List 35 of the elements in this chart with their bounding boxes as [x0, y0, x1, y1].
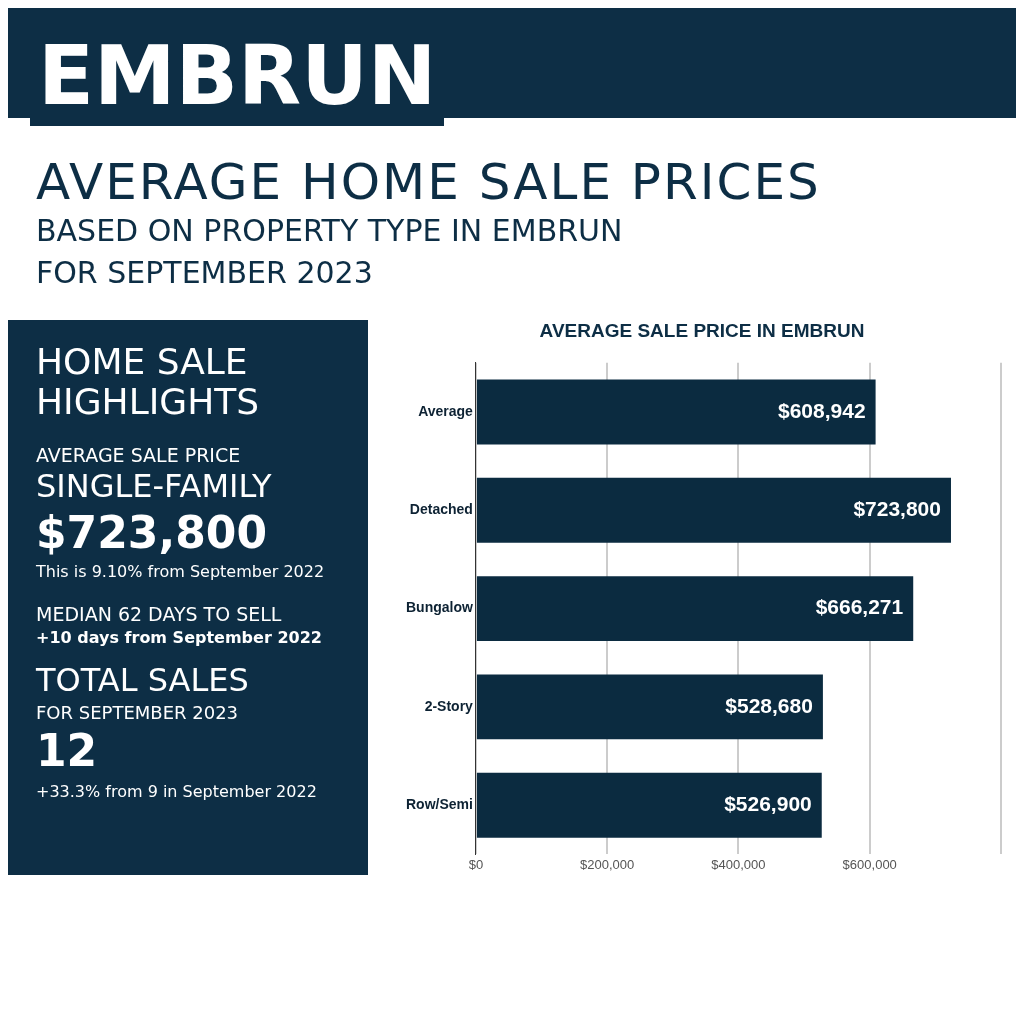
text: TOTAL SALES — [36, 661, 250, 700]
x-tick-label: $400,000 — [711, 856, 766, 872]
data-label: $528,680 — [725, 693, 813, 717]
bar — [476, 674, 823, 740]
x-tick-label: $600,000 — [842, 856, 897, 872]
y-tick-label: Average — [418, 402, 474, 419]
text: EMBRUN — [30, 26, 445, 126]
x-tick-label: $200,000 — [580, 856, 635, 872]
text: FOR SEPTEMBER 2023 — [36, 701, 240, 724]
text: AVERAGE HOME SALE PRICES — [36, 153, 821, 211]
bar — [476, 477, 951, 543]
text: This is 9.10% from September 2022 — [36, 561, 326, 582]
text: HOME SALE HIGHLIGHTS — [36, 341, 261, 422]
text: +10 days from September 2022 — [36, 627, 323, 648]
text: FOR SEPTEMBER 2023 — [36, 255, 373, 290]
text: $723,800 — [36, 507, 269, 560]
data-label: $723,800 — [853, 497, 941, 521]
y-tick-label: Row/Semi — [406, 796, 473, 813]
bar — [476, 576, 914, 642]
data-label: $608,942 — [778, 398, 866, 422]
text: AVERAGE SALE PRICE — [36, 444, 242, 467]
chart-title: AVERAGE SALE PRICE IN EMBRUN — [539, 319, 865, 341]
text: 12 — [36, 725, 99, 778]
data-label: $666,271 — [815, 595, 904, 619]
text: BASED ON PROPERTY TYPE IN EMBRUN — [36, 213, 623, 248]
text: SINGLE-FAMILY — [36, 466, 273, 506]
data-label: $526,900 — [724, 792, 812, 816]
x-tick-label: $0 — [468, 856, 484, 872]
bar — [476, 772, 822, 838]
text: +33.3% from 9 in September 2022 — [36, 781, 318, 802]
bar — [476, 379, 876, 445]
text: MEDIAN 62 DAYS TO SELL — [36, 603, 283, 626]
y-tick-label: Detached — [409, 501, 473, 518]
y-tick-label: 2-Story — [424, 697, 474, 714]
y-tick-label: Bungalow — [406, 599, 474, 616]
